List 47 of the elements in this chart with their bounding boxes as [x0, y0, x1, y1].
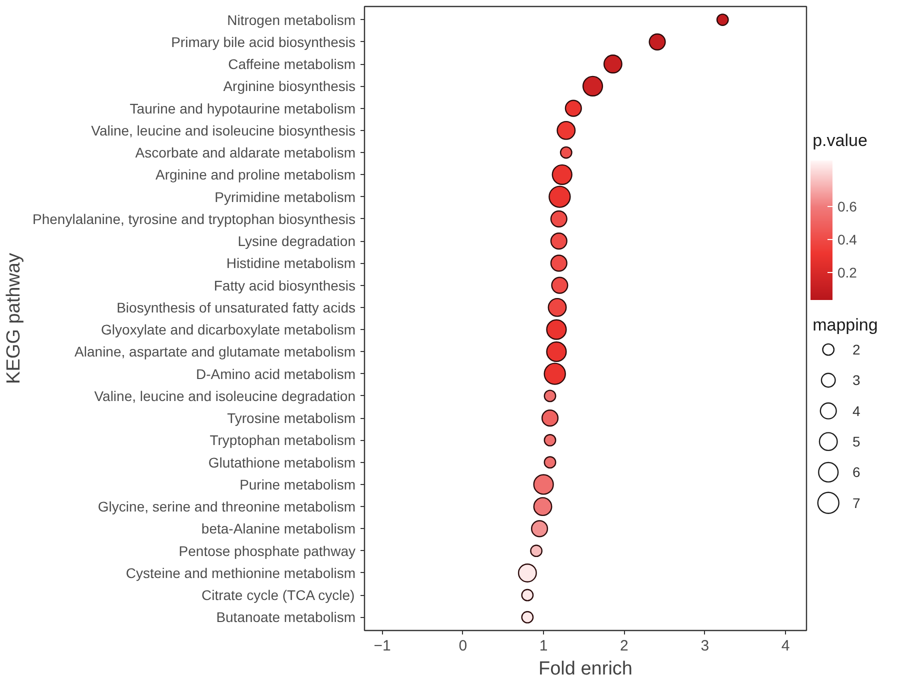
y-tick-label: Taurine and hypotaurine metabolism	[130, 100, 356, 116]
y-tick-label: beta-Alanine metabolism	[201, 520, 356, 537]
legend-label: 2	[852, 342, 860, 358]
x-tick-label: 3	[700, 638, 710, 654]
y-tick-label: Purine metabolism	[240, 476, 356, 492]
y-tick-label: Butanoate metabolism	[216, 609, 356, 626]
x-tick-label: 4	[781, 638, 790, 654]
x-tick-label: −1	[374, 638, 391, 654]
y-tick-label: Glyoxylate and dicarboxylate metabolism	[101, 322, 356, 338]
y-tick-label: Tryptophan metabolism	[210, 432, 356, 448]
legend-label: 5	[852, 434, 860, 450]
y-tick-label: Cysteine and methionine metabolism	[126, 564, 356, 581]
x-tick-label: 1	[539, 638, 548, 654]
y-tick-label: Citrate cycle (TCA cycle)	[201, 587, 355, 604]
y-tick-label: Glycine, serine and threonine metabolism	[98, 498, 356, 515]
y-tick-label: Arginine and proline metabolism	[156, 166, 356, 183]
y-tick-label: Caffeine metabolism	[228, 56, 356, 72]
y-tick-label: Nitrogen metabolism	[227, 12, 356, 28]
color-bar-title: p.value	[812, 131, 868, 150]
y-tick-label: Valine, leucine and isoleucine degradation	[94, 388, 356, 404]
y-tick-label: Biosynthesis of unsaturated fatty acids	[116, 299, 356, 316]
color-bar-label: 0.6	[838, 198, 858, 215]
y-tick-label: Glutathione metabolism	[208, 454, 356, 470]
x-axis-title: Fold enrich	[538, 658, 633, 680]
y-tick-label: Fatty acid biosynthesis	[214, 277, 356, 294]
legend-title: mapping	[812, 316, 878, 335]
y-tick-label: Valine, leucine and isoleucine biosynthesis	[91, 122, 356, 138]
y-tick-label: Pentose phosphate pathway	[178, 542, 356, 559]
y-tick-label: Ascorbate and aldarate metabolism	[135, 144, 356, 161]
y-tick-label: Arginine biosynthesis	[223, 78, 356, 94]
legend-label: 7	[852, 494, 860, 511]
x-tick-label: 0	[458, 638, 468, 654]
y-tick-label: Histidine metabolism	[226, 255, 356, 272]
y-tick-label: D-Amino acid metabolism	[196, 366, 356, 382]
x-tick-label: 2	[620, 638, 628, 654]
y-tick-label: Pyrimidine metabolism	[214, 188, 356, 205]
color-bar-label: 0.2	[838, 264, 858, 280]
y-tick-label: Tyrosine metabolism	[227, 410, 356, 426]
y-tick-label: Primary bile acid biosynthesis	[171, 34, 356, 50]
y-tick-label: Lysine degradation	[238, 233, 356, 250]
y-tick-label: Alanine, aspartate and glutamate metabolism	[74, 344, 356, 360]
legend-label: 4	[852, 402, 860, 419]
legend-label: 3	[852, 372, 860, 388]
color-bar-label: 0.4	[838, 232, 858, 248]
y-tick-label: Phenylalanine, tyrosine and tryptophan biosynthesis	[32, 210, 356, 227]
legend-label: 6	[852, 464, 860, 480]
y-axis-title: KEGG pathway	[4, 252, 25, 384]
